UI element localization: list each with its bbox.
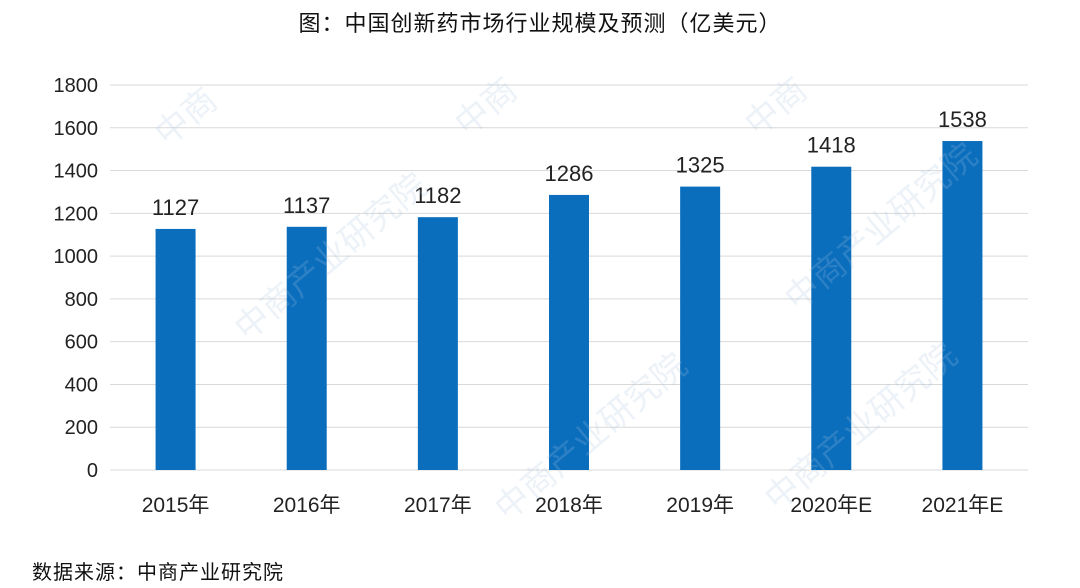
- bar: [155, 228, 196, 470]
- x-tick-label: 2019年: [666, 494, 734, 517]
- x-tick-label: 2015年: [142, 494, 210, 517]
- data-label: 1182: [414, 183, 461, 208]
- y-axis: 0 200 400 600 800 1000 1200 1400 1600 1800: [54, 75, 99, 482]
- x-tick-label: 2018年: [535, 494, 603, 517]
- y-tick-label: 0: [87, 460, 98, 482]
- x-tick-label: 2016年: [273, 494, 341, 517]
- y-tick-label: 1400: [54, 161, 99, 183]
- bar: [549, 194, 589, 470]
- data-labels: 1127 1137 1182 1286 1325 1418 1538: [152, 107, 987, 220]
- y-tick-label: 400: [65, 374, 98, 396]
- bar: [942, 141, 983, 470]
- data-label: 1325: [676, 153, 725, 178]
- data-source: 数据来源：中商产业研究院: [32, 560, 284, 584]
- y-tick-label: 1600: [54, 118, 99, 140]
- bar: [286, 226, 327, 470]
- data-label: 1418: [807, 133, 856, 158]
- bar: [680, 186, 721, 470]
- y-tick-label: 1200: [54, 203, 99, 225]
- x-tick-label: 2021年E: [922, 494, 1004, 517]
- y-tick-label: 600: [65, 332, 98, 354]
- y-tick-label: 1000: [54, 246, 99, 268]
- chart-title: 图：中国创新药市场行业规模及预测（亿美元）: [298, 12, 782, 37]
- data-label: 1286: [545, 161, 594, 186]
- chart-area: 0 200 400 600 800 1000 1200 1400 1600 1800 1127 11…: [30, 55, 1040, 535]
- y-tick-label: 800: [65, 289, 98, 311]
- y-tick-label: 1800: [54, 75, 99, 97]
- data-label: 1137: [283, 193, 330, 218]
- x-tick-label: 2017年: [404, 494, 472, 517]
- y-tick-label: 200: [65, 417, 98, 439]
- data-label: 1538: [938, 107, 987, 132]
- x-axis: 2015年 2016年 2017年 2018年 2019年 2020年E 2021年E: [142, 494, 1004, 517]
- x-tick-label: 2020年E: [790, 494, 872, 517]
- bar: [811, 166, 852, 470]
- data-label: 1127: [152, 195, 199, 220]
- bars: [155, 141, 983, 470]
- bar: [417, 217, 458, 470]
